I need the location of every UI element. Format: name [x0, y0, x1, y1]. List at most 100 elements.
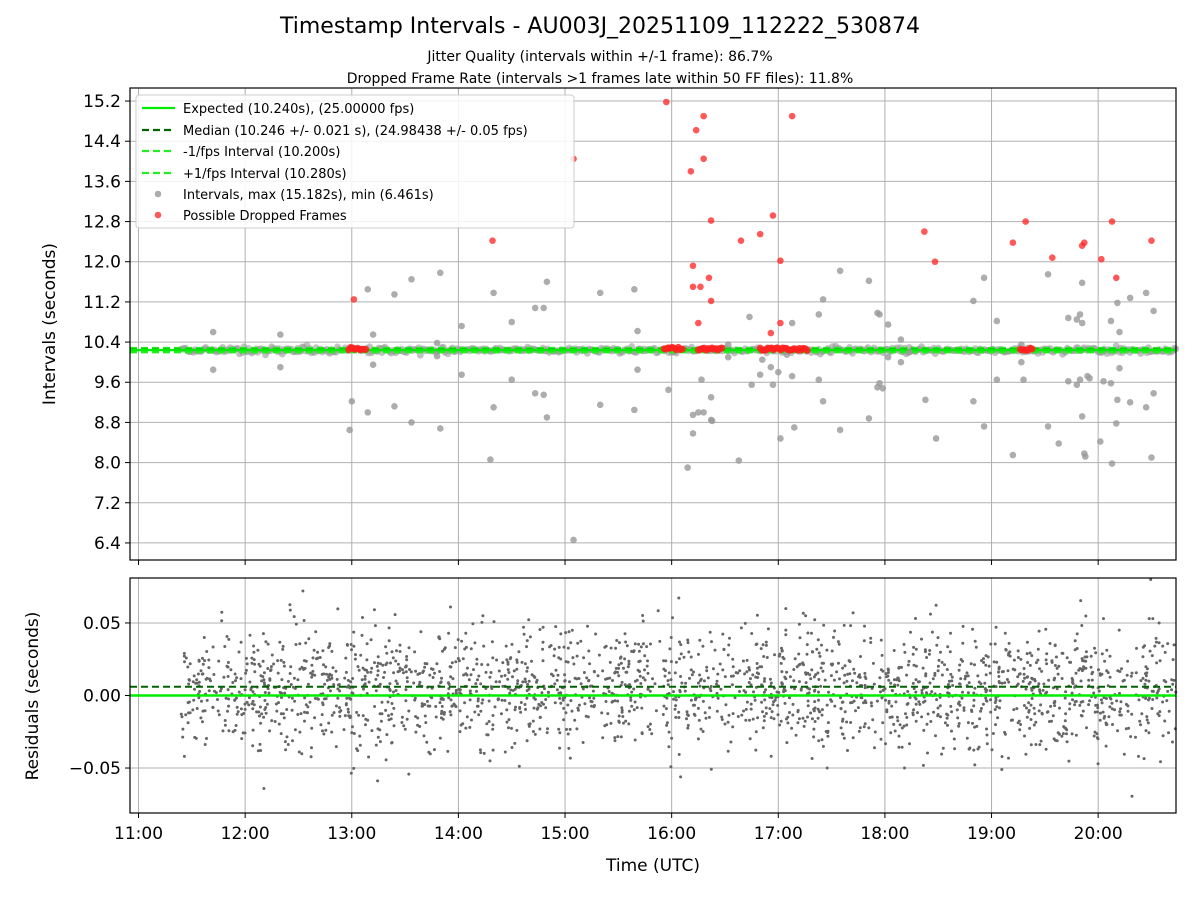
interval-outlier-point — [746, 313, 753, 321]
residual-point — [530, 659, 533, 663]
residual-point — [277, 722, 281, 726]
residual-point — [1030, 654, 1034, 658]
residual-point — [1028, 726, 1032, 730]
residual-point — [258, 705, 262, 709]
residual-point — [1053, 699, 1057, 703]
residual-point — [867, 726, 871, 730]
residual-point — [1108, 654, 1112, 658]
residual-point — [489, 671, 493, 674]
residual-point — [337, 683, 341, 686]
residual-point — [1090, 678, 1094, 682]
residual-point — [541, 647, 545, 651]
residual-point — [784, 607, 788, 611]
residual-point — [392, 690, 395, 694]
residual-point — [279, 732, 283, 736]
residual-point — [1124, 727, 1128, 731]
residual-point — [251, 690, 255, 694]
residual-point — [365, 692, 369, 695]
residual-point — [766, 627, 770, 631]
residual-point — [515, 660, 519, 664]
residual-point — [280, 691, 283, 695]
residual-point — [837, 642, 841, 646]
residual-point — [402, 724, 406, 728]
residual-point — [976, 747, 980, 751]
residual-point — [201, 709, 205, 713]
residual-point — [1089, 665, 1093, 669]
residual-point — [1129, 674, 1133, 678]
residual-point — [777, 691, 781, 694]
residual-point — [575, 727, 579, 731]
residual-point — [763, 698, 767, 702]
residual-point — [862, 639, 866, 643]
residual-point — [956, 716, 960, 720]
residual-point — [1042, 682, 1046, 686]
residual-point — [264, 640, 268, 644]
residual-point — [300, 752, 304, 756]
residual-point — [1075, 632, 1079, 636]
residual-point — [931, 677, 935, 681]
residual-point — [810, 668, 814, 672]
residual-point — [266, 667, 270, 670]
residual-point — [209, 679, 212, 683]
residual-point — [740, 713, 744, 717]
residual-point — [811, 650, 815, 654]
residual-point — [330, 673, 334, 677]
residual-point — [1064, 712, 1068, 716]
residual-point — [614, 646, 618, 650]
residual-point — [531, 730, 535, 733]
residual-point — [669, 636, 673, 639]
residual-point — [480, 701, 484, 705]
residual-point — [1036, 647, 1040, 651]
residual-point — [184, 656, 188, 660]
residual-point — [192, 698, 196, 702]
residual-point — [972, 698, 976, 702]
residual-point — [833, 629, 837, 633]
bottom-y-axis-label: Residuals (seconds) — [23, 612, 43, 781]
residual-point — [748, 668, 751, 672]
residual-point — [327, 646, 331, 649]
residual-point — [977, 680, 981, 684]
residual-point — [532, 696, 536, 700]
residual-point — [710, 640, 713, 644]
residual-point — [749, 707, 753, 711]
residual-point — [821, 744, 825, 748]
residual-point — [493, 705, 497, 709]
residual-point — [454, 705, 458, 709]
residual-point — [976, 674, 980, 678]
residual-point — [666, 683, 670, 687]
residual-point — [925, 656, 929, 659]
residual-point — [240, 713, 244, 717]
interval-outlier-point — [543, 278, 551, 286]
residual-point — [404, 699, 408, 703]
residual-point — [211, 645, 215, 649]
residual-point — [576, 641, 580, 645]
residual-point — [376, 673, 380, 677]
interval-outlier-point — [767, 363, 775, 371]
residual-point — [648, 722, 652, 726]
residual-point — [810, 757, 814, 760]
residual-point — [547, 691, 550, 694]
residual-point — [199, 716, 203, 720]
residual-point — [680, 681, 684, 685]
residual-point — [257, 710, 261, 714]
residual-point — [327, 675, 331, 679]
residual-point — [1129, 735, 1133, 739]
dropped-frame-point — [756, 230, 764, 238]
residual-point — [669, 765, 673, 769]
residual-point — [1137, 698, 1141, 702]
residual-point — [187, 700, 191, 704]
residual-point — [181, 735, 185, 739]
interval-points — [209, 267, 1157, 544]
residual-point — [770, 696, 774, 700]
residual-point — [568, 756, 572, 760]
residual-point — [613, 736, 617, 740]
residual-point — [565, 727, 568, 731]
interval-outlier-point — [1076, 376, 1084, 384]
residual-point — [435, 662, 439, 666]
residual-point — [318, 656, 322, 659]
x-tick-label: 15:00 — [541, 824, 590, 844]
residual-point — [446, 681, 450, 685]
residual-point — [627, 662, 631, 666]
residual-point — [383, 670, 387, 674]
residual-point — [301, 589, 305, 593]
